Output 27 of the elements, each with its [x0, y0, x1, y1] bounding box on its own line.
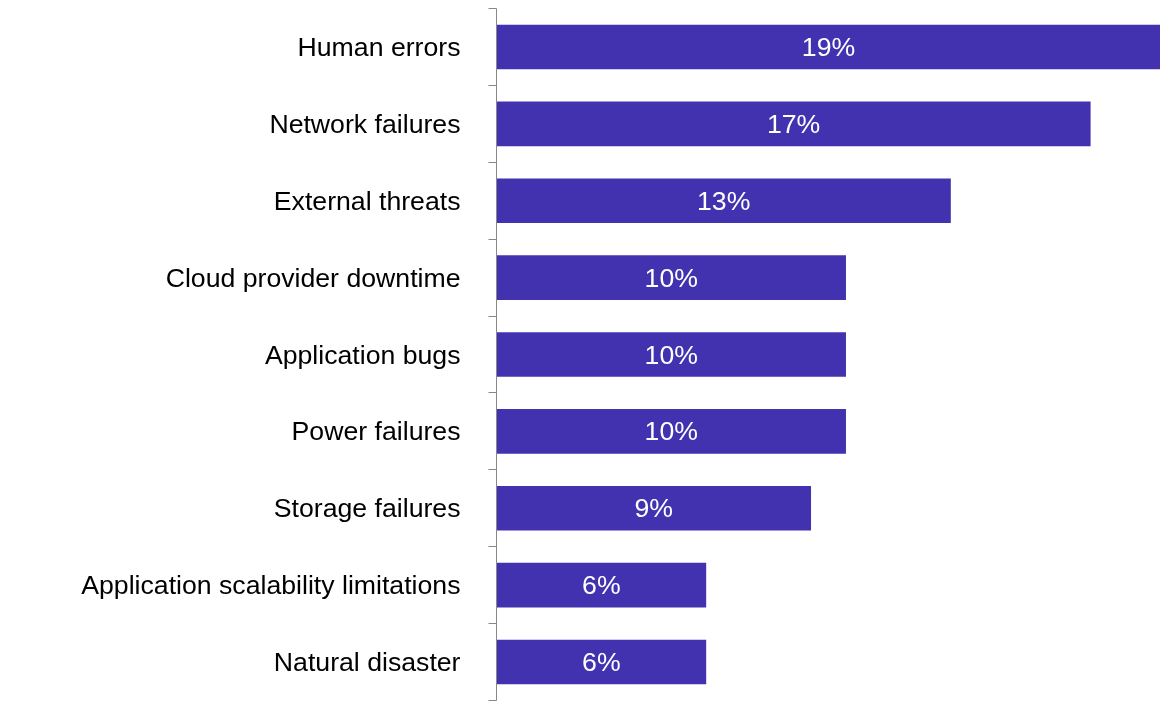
- bar: [496, 178, 951, 224]
- y-tick-label: Network failures: [269, 108, 461, 139]
- data-label: 6%: [582, 647, 621, 678]
- bar: [496, 562, 707, 608]
- data-label: 10%: [644, 339, 698, 370]
- bar: [496, 255, 846, 300]
- y-tick-label: Human errors: [297, 31, 461, 62]
- data-label: 10%: [644, 416, 698, 447]
- data-label: 19%: [801, 31, 856, 62]
- data-label: 17%: [766, 108, 821, 139]
- bar: [496, 409, 846, 454]
- y-tick-label: Cloud provider downtime: [165, 262, 461, 293]
- y-tick-label: Application bugs: [264, 339, 461, 370]
- y-tick-label: Natural disaster: [273, 647, 461, 678]
- y-tick-label: Storage failures: [273, 493, 461, 524]
- y-tick-label: Power failures: [291, 416, 461, 447]
- data-label: 13%: [696, 185, 751, 216]
- y-tick-label: Application scalability limitations: [81, 570, 461, 601]
- bar: [496, 332, 846, 377]
- bar: [496, 24, 1160, 70]
- y-tick-label: External threats: [273, 185, 461, 216]
- bar: [496, 485, 812, 531]
- data-label: 6%: [582, 570, 621, 601]
- bar: [496, 101, 1091, 147]
- bar: [496, 639, 707, 685]
- data-label: 9%: [634, 493, 674, 524]
- data-label: 10%: [644, 262, 698, 293]
